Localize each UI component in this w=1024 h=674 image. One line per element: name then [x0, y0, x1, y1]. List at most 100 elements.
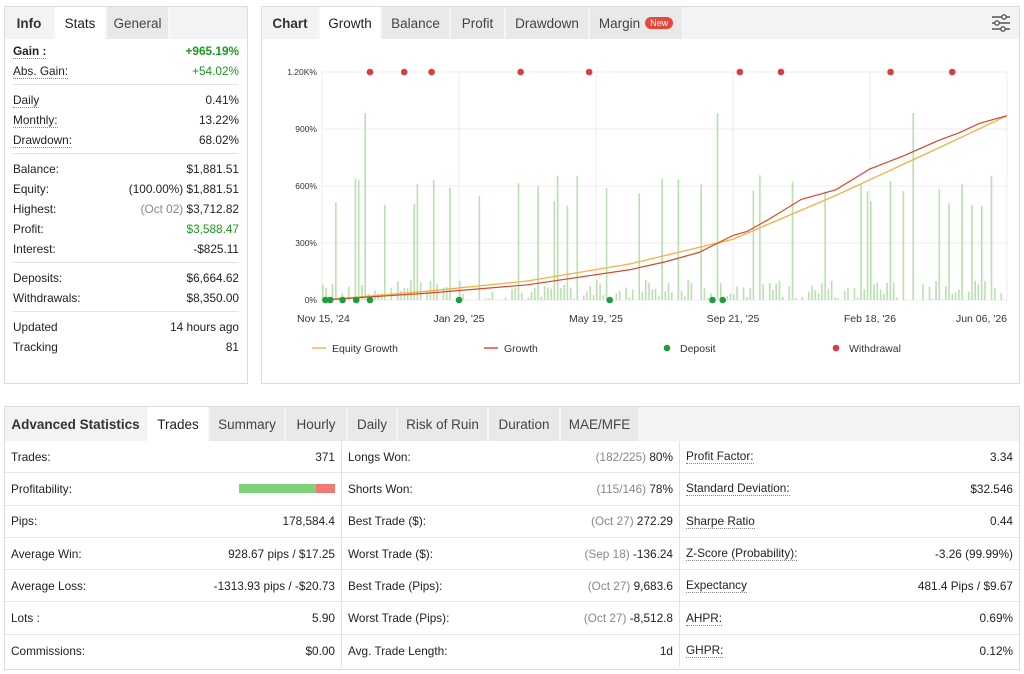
lots-label: Lots :: [11, 611, 40, 626]
activity-bar: [951, 293, 954, 300]
z-score-row: Z-Score (Probability): -3.26 (99.99%): [680, 538, 1019, 571]
activity-bar: [628, 297, 631, 300]
divider: [13, 311, 239, 312]
stats-column-2: Longs Won: (182/225) 80% Shorts Won: (11…: [342, 441, 680, 668]
tab-general[interactable]: General: [107, 7, 170, 39]
highest-row: Highest: (Oct 02) $3,712.82: [13, 199, 239, 219]
tab-drawdown[interactable]: Drawdown: [506, 7, 590, 39]
activity-bar: [478, 195, 481, 300]
tab-duration[interactable]: Duration: [489, 407, 561, 441]
activity-bar: [788, 286, 791, 300]
balance-label: Balance:: [13, 162, 59, 176]
activity-bar: [534, 287, 536, 300]
profitability-label: Profitability:: [11, 481, 72, 496]
activity-bar: [432, 180, 435, 300]
activity-bar: [879, 289, 882, 300]
tab-trades[interactable]: Trades: [148, 407, 210, 441]
activity-bar: [961, 184, 963, 300]
activity-bar: [814, 290, 817, 300]
activity-bar: [599, 283, 601, 300]
average-win-label: Average Win:: [11, 546, 82, 561]
activity-bar: [993, 287, 996, 300]
tab-daily[interactable]: Daily: [348, 407, 398, 441]
activity-bar: [520, 292, 523, 300]
activity-bar: [791, 181, 794, 300]
y-tick-label: 0%: [305, 295, 318, 305]
activity-bar: [778, 280, 781, 300]
tab-hourly[interactable]: Hourly: [286, 407, 348, 441]
best-trade-usd-value-wrap: (Oct 27) 272.29: [591, 514, 673, 528]
tab-stats[interactable]: Stats: [55, 7, 107, 39]
drawdown-row: Drawdown: 68.02%: [13, 130, 239, 150]
expectancy-label: Expectancy: [686, 578, 747, 594]
activity-bar: [889, 181, 892, 300]
activity-bar: [892, 282, 895, 300]
commissions-row: Commissions: $0.00: [5, 635, 341, 667]
activity-bar: [980, 205, 983, 300]
worst-trade-usd-row: Worst Trade ($): (Sep 18) -136.24: [342, 538, 679, 571]
activity-bar: [883, 293, 885, 300]
activity-bar: [667, 283, 670, 300]
standard-deviation-row: Standard Deviation: $32.546: [680, 473, 1019, 506]
activity-bar: [700, 184, 702, 300]
ahpr-row: AHPR: 0.69%: [680, 602, 1019, 635]
longs-won-row: Longs Won: (182/225) 80%: [342, 441, 679, 474]
activity-bar: [684, 296, 686, 300]
activity-bar: [657, 296, 660, 300]
activity-bar: [556, 175, 559, 300]
y-tick-label: 1.20K%: [287, 67, 317, 77]
activity-bar: [445, 287, 448, 300]
activity-bar: [948, 203, 950, 300]
withdrawal-marker: [366, 68, 374, 76]
worst-trade-pips-note: (Oct 27): [583, 611, 627, 626]
withdrawal-marker: [777, 68, 785, 76]
tab-growth[interactable]: Growth: [320, 7, 382, 39]
activity-bar: [638, 193, 641, 300]
profit-factor-value: 3.34: [990, 449, 1013, 464]
x-tick-label: May 19, '25: [569, 313, 623, 325]
balance-value: $1,881.51: [186, 162, 239, 176]
best-trade-pips-note: (Oct 27): [587, 578, 631, 593]
activity-bar: [935, 281, 937, 300]
activity-bar: [651, 289, 654, 300]
gain-label: Gain :: [13, 43, 47, 59]
pips-label: Pips:: [11, 514, 38, 529]
longs-won-value: 80%: [649, 449, 673, 464]
activity-bar: [618, 290, 621, 300]
tab-margin[interactable]: Margin New: [590, 7, 684, 39]
tab-balance[interactable]: Balance: [382, 7, 451, 39]
average-win-value: 928.67 pips / $17.25: [228, 546, 335, 561]
legend-label: Withdrawal: [849, 343, 901, 355]
worst-trade-usd-note: (Sep 18): [584, 546, 630, 561]
activity-bar: [680, 290, 683, 300]
pips-value: 178,584.4: [282, 514, 335, 529]
withdrawals-label: Withdrawals:: [13, 291, 81, 305]
tab-info[interactable]: Info: [5, 7, 55, 39]
activity-bar: [1000, 293, 1003, 300]
profit-value: $3,588.47: [186, 222, 239, 236]
standard-deviation-label: Standard Deviation:: [686, 481, 790, 497]
tab-mae-mfe[interactable]: MAE/MFE: [561, 407, 640, 441]
activity-bar: [775, 283, 778, 300]
activity-bar: [550, 288, 552, 300]
best-trade-usd-label: Best Trade ($):: [348, 514, 427, 529]
tab-profit[interactable]: Profit: [451, 7, 506, 39]
tab-summary[interactable]: Summary: [210, 407, 286, 441]
activity-bar: [824, 191, 826, 300]
activity-bar: [746, 297, 748, 300]
x-tick-label: Nov 15, '24: [297, 313, 350, 325]
activity-bar: [733, 294, 735, 300]
best-trade-usd-row: Best Trade ($): (Oct 27) 272.29: [342, 506, 679, 538]
tab-risk-of-ruin[interactable]: Risk of Ruin: [398, 407, 489, 441]
drawdown-value: 68.02%: [198, 133, 239, 147]
activity-bar: [641, 292, 644, 300]
equity-note: (100.00%): [128, 182, 184, 196]
activity-bar: [543, 286, 546, 300]
commissions-value: $0.00: [305, 643, 335, 658]
activity-bar: [922, 284, 924, 300]
activity-bar: [403, 287, 406, 300]
activity-bar: [719, 283, 722, 300]
sliders-icon[interactable]: [983, 7, 1019, 39]
average-loss-row: Average Loss: -1313.93 pips / -$20.73: [5, 570, 341, 603]
activity-bar: [644, 279, 647, 300]
